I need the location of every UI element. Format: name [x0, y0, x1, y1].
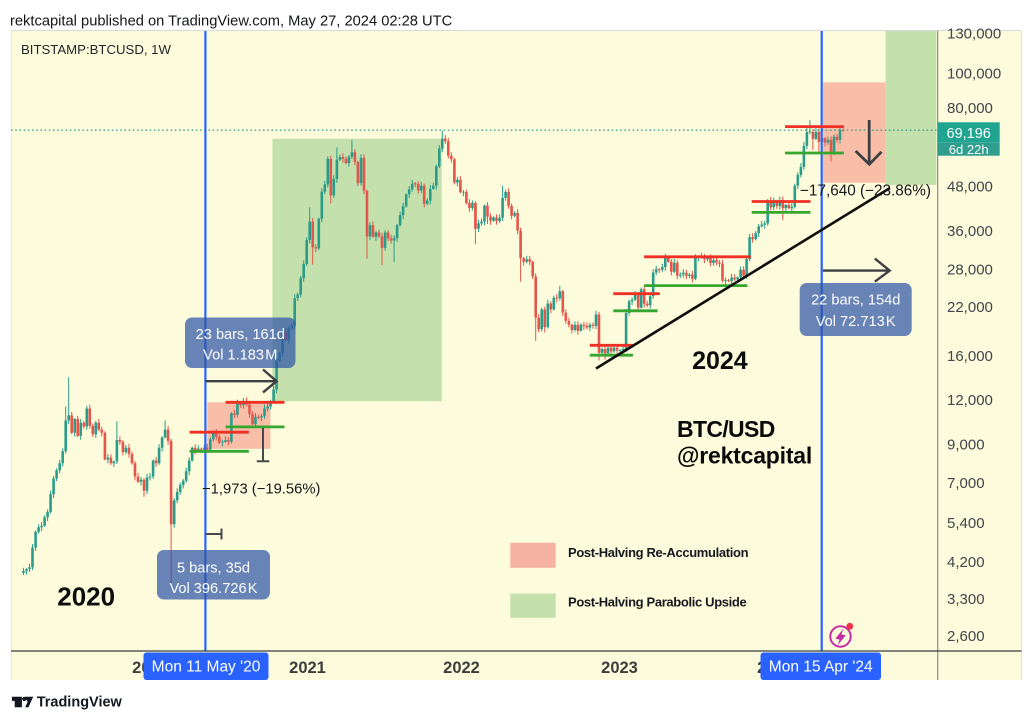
svg-text:TradingView: TradingView	[37, 695, 123, 711]
svg-text:16,000: 16,000	[947, 348, 993, 365]
svg-text:22 bars, 154d: 22 bars, 154d	[811, 293, 900, 309]
svg-text:9,000: 9,000	[947, 437, 985, 454]
svg-text:36,000: 36,000	[947, 223, 993, 240]
svg-text:Vol 72.713 K: Vol 72.713 K	[816, 314, 896, 330]
svg-text:Mon 11 May '20: Mon 11 May '20	[152, 659, 261, 676]
svg-text:BTC/USD: BTC/USD	[677, 416, 775, 442]
svg-text:Mon 15 Apr '24: Mon 15 Apr '24	[769, 659, 873, 676]
svg-text:Post-Halving Parabolic Upside: Post-Halving Parabolic Upside	[568, 594, 747, 609]
svg-text:69,196: 69,196	[947, 126, 991, 142]
svg-text:−17,640 (−23.86%): −17,640 (−23.86%)	[800, 183, 931, 200]
svg-text:2022: 2022	[443, 659, 480, 677]
svg-text:Vol 396.726 K: Vol 396.726 K	[169, 581, 257, 597]
svg-text:3,300: 3,300	[947, 591, 985, 608]
svg-text:−1,973 (−19.56%): −1,973 (−19.56%)	[202, 481, 321, 497]
svg-text:Post-Halving Re-Accumulation: Post-Halving Re-Accumulation	[568, 545, 749, 560]
svg-text:6d 22h: 6d 22h	[949, 142, 989, 157]
svg-text:2021: 2021	[289, 659, 326, 677]
svg-text:7,000: 7,000	[947, 475, 985, 492]
svg-text:28,000: 28,000	[947, 262, 993, 279]
svg-text:2023: 2023	[601, 659, 638, 677]
svg-text:2020: 2020	[57, 582, 115, 612]
svg-text:2024: 2024	[692, 347, 748, 375]
svg-text:2,600: 2,600	[947, 628, 985, 645]
svg-text:4,200: 4,200	[947, 554, 985, 571]
svg-text:80,000: 80,000	[947, 100, 993, 117]
svg-text:130,000: 130,000	[947, 25, 1001, 42]
svg-text:@rektcapital: @rektcapital	[677, 443, 812, 469]
svg-text:22,000: 22,000	[947, 299, 993, 316]
svg-text:5 bars, 35d: 5 bars, 35d	[177, 561, 250, 577]
svg-text:48,000: 48,000	[947, 179, 993, 196]
svg-text:Vol 1.183 M: Vol 1.183 M	[203, 347, 277, 363]
svg-text:100,000: 100,000	[947, 66, 1001, 83]
svg-text:rektcapital published on Tradi: rektcapital published on TradingView.com…	[10, 13, 453, 29]
svg-text:5,400: 5,400	[947, 515, 985, 532]
svg-text:12,000: 12,000	[947, 392, 993, 409]
svg-text:BITSTAMP:BTCUSD, 1W: BITSTAMP:BTCUSD, 1W	[21, 42, 172, 57]
svg-text:23 bars, 161d: 23 bars, 161d	[196, 327, 285, 343]
